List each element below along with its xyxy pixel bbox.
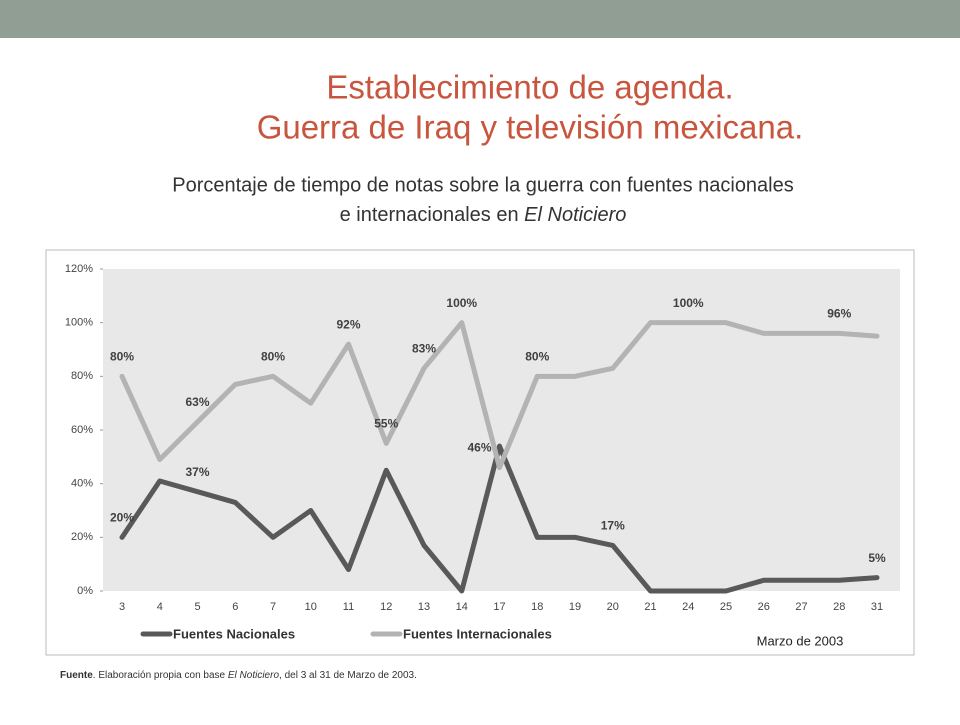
x-tick-label: 7 <box>270 601 276 613</box>
x-tick-label: 25 <box>720 601 732 613</box>
x-tick-label: 28 <box>833 601 845 613</box>
data-label: 46% <box>467 441 491 455</box>
x-tick-label: 3 <box>119 601 125 613</box>
data-label: 80% <box>525 350 549 364</box>
y-tick-label: 0% <box>77 585 93 597</box>
top-bar <box>0 0 960 38</box>
footer-text: , del 3 al 31 de Marzo de 2003. <box>279 670 417 681</box>
data-label: 100% <box>673 296 704 310</box>
legend-label: Fuentes Internacionales <box>403 626 552 641</box>
title-line: Establecimiento de agenda. <box>326 69 733 106</box>
legend-label: Fuentes Nacionales <box>173 626 295 641</box>
subtitle-text: e internacionales en <box>340 204 525 226</box>
series-line <box>119 443 880 594</box>
x-tick-label: 12 <box>380 601 392 613</box>
data-label: 63% <box>185 395 209 409</box>
data-label: 80% <box>261 350 285 364</box>
footer-text: . Elaboración propia con base <box>93 670 228 681</box>
x-tick-label: 11 <box>343 601 354 613</box>
x-axis-label: Marzo de 2003 <box>757 633 844 648</box>
x-tick-label: 18 <box>531 601 543 613</box>
data-label: 5% <box>868 551 886 565</box>
subtitle-italic: El Noticiero <box>524 204 626 226</box>
data-label: 92% <box>336 317 360 331</box>
x-tick-label: 26 <box>758 601 770 613</box>
x-tick-label: 27 <box>795 601 807 613</box>
data-label: 83% <box>412 341 436 355</box>
data-label: 17% <box>601 519 625 533</box>
x-tick-label: 21 <box>644 601 656 613</box>
footer-italic: El Noticiero <box>228 670 280 681</box>
y-tick-label: 20% <box>71 531 93 543</box>
y-tick-label: 100% <box>65 317 93 329</box>
x-tick-label: 4 <box>157 601 163 613</box>
data-label: 96% <box>827 307 851 321</box>
x-tick-label: 24 <box>682 601 694 613</box>
data-label: 20% <box>110 511 134 525</box>
x-tick-label: 19 <box>569 601 581 613</box>
x-tick-label: 6 <box>232 601 238 613</box>
y-tick-label: 40% <box>71 478 93 490</box>
data-label: 37% <box>185 465 209 479</box>
y-tick-label: 120% <box>65 263 93 275</box>
series-line <box>119 320 880 471</box>
y-tick-label: 60% <box>71 424 93 436</box>
x-tick-label: 13 <box>418 601 430 613</box>
data-label: 100% <box>446 296 477 310</box>
x-tick-label: 10 <box>305 601 317 613</box>
subtitle: Porcentaje de tiempo de notas sobre la g… <box>172 174 794 196</box>
data-label: 55% <box>374 417 398 431</box>
y-tick-label: 80% <box>71 370 93 382</box>
footer: Fuente. Elaboración propia con base El N… <box>60 670 417 681</box>
x-tick-label: 5 <box>194 601 200 613</box>
x-tick-label: 14 <box>456 601 468 613</box>
plot-area <box>103 269 900 591</box>
data-label: 80% <box>110 350 134 364</box>
x-tick-label: 31 <box>871 601 883 613</box>
x-tick-label: 20 <box>607 601 619 613</box>
title-line: Guerra de Iraq y televisión mexicana. <box>257 109 804 146</box>
chart: 0% 20% 40% 60% 80% 100% 120% 3 4 5 6 7 10 11 12 13 14 17 1… <box>65 263 886 649</box>
footer-label: Fuente <box>60 670 93 681</box>
subtitle: e internacionales en El Noticiero <box>340 204 627 226</box>
x-tick-label: 17 <box>493 601 505 613</box>
